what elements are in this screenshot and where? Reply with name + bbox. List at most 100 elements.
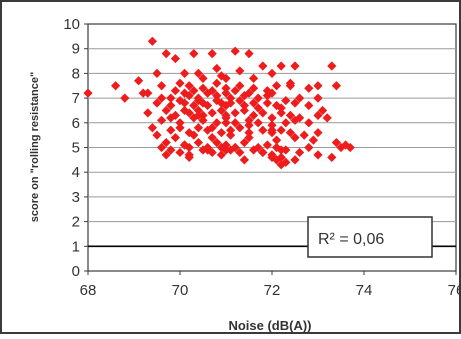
- data-point: [207, 49, 217, 59]
- data-point: [295, 147, 305, 158]
- data-point: [262, 140, 272, 150]
- data-point: [226, 125, 236, 135]
- data-point: [193, 123, 203, 133]
- data-point: [166, 113, 176, 123]
- data-point: [327, 61, 337, 71]
- data-point: [180, 98, 190, 108]
- data-point: [216, 105, 226, 116]
- data-point: [249, 98, 259, 108]
- y-tick-label-5: 5: [72, 140, 80, 157]
- data-point: [285, 110, 295, 120]
- data-point: [285, 78, 295, 88]
- data-point: [221, 145, 231, 155]
- y-tick-label-6: 6: [72, 115, 80, 132]
- data-point: [267, 88, 277, 98]
- data-point: [193, 137, 203, 148]
- data-point: [180, 140, 190, 150]
- data-point: [290, 133, 300, 143]
- data-point: [267, 125, 277, 135]
- data-point: [235, 81, 245, 91]
- data-point: [212, 63, 222, 74]
- data-point: [193, 110, 203, 120]
- data-point: [157, 81, 167, 91]
- data-point: [290, 61, 300, 71]
- grid-lines: [88, 48, 456, 248]
- data-point: [313, 128, 323, 138]
- data-point: [175, 118, 185, 128]
- data-point: [235, 66, 245, 76]
- data-point: [216, 128, 226, 138]
- data-point: [313, 110, 323, 120]
- data-point: [253, 103, 263, 113]
- data-point: [272, 155, 282, 165]
- r-squared-annotation: R² = 0,06: [307, 216, 433, 258]
- data-point: [244, 49, 254, 59]
- data-point: [327, 152, 337, 162]
- data-point: [230, 118, 240, 128]
- data-point: [272, 100, 282, 111]
- data-point: [226, 130, 236, 140]
- data-point: [276, 125, 286, 135]
- annotation-text: R² = 0,06: [318, 231, 384, 248]
- data-point: [318, 105, 328, 116]
- data-point: [304, 83, 314, 93]
- data-point: [184, 81, 194, 91]
- data-point: [212, 78, 222, 88]
- y-tick-label-1: 1: [72, 238, 80, 255]
- x-tick-label-70: 70: [172, 282, 189, 299]
- data-point: [230, 86, 240, 96]
- data-point: [262, 91, 272, 101]
- data-point: [189, 100, 199, 111]
- data-point: [143, 108, 153, 118]
- data-point: [249, 83, 259, 93]
- data-point: [212, 91, 222, 101]
- data-point: [290, 155, 300, 165]
- data-point: [267, 68, 277, 78]
- data-point: [212, 118, 222, 128]
- data-point: [276, 61, 286, 71]
- data-point: [276, 160, 286, 170]
- data-point: [184, 108, 194, 118]
- data-point: [166, 100, 176, 111]
- data-point: [175, 78, 185, 88]
- data-point: [262, 86, 272, 96]
- data-point: [244, 120, 254, 130]
- data-point: [345, 142, 355, 153]
- data-point: [207, 86, 217, 96]
- data-point: [230, 108, 240, 118]
- data-point: [313, 150, 323, 160]
- data-point: [134, 76, 144, 86]
- data-point: [203, 100, 213, 111]
- data-point: [157, 142, 167, 153]
- data-point: [258, 108, 268, 118]
- data-point: [157, 115, 167, 125]
- data-point: [272, 135, 282, 145]
- data-point: [244, 88, 254, 98]
- data-point: [285, 128, 295, 138]
- data-point: [272, 81, 282, 91]
- data-point: [152, 98, 162, 108]
- data-point: [244, 115, 254, 125]
- data-point: [161, 105, 171, 116]
- x-tick-label-74: 74: [356, 282, 373, 299]
- data-point: [207, 108, 217, 118]
- data-point: [221, 118, 231, 128]
- x-tick-labels: 68 70 72 74 76: [80, 282, 461, 299]
- x-tick-label-68: 68: [80, 282, 97, 299]
- data-point: [157, 93, 167, 103]
- data-point: [216, 150, 226, 160]
- data-point: [276, 145, 286, 155]
- y-axis-label: score on "rolling resistance": [29, 72, 41, 222]
- data-point: [170, 133, 180, 143]
- data-point: [170, 53, 180, 64]
- data-point: [230, 142, 240, 153]
- data-point: [198, 115, 208, 125]
- data-point: [253, 118, 263, 128]
- y-tick-label-0: 0: [72, 263, 80, 280]
- y-tick-label-4: 4: [72, 164, 80, 181]
- data-point: [239, 137, 249, 148]
- data-point: [276, 108, 286, 118]
- data-point: [249, 145, 259, 155]
